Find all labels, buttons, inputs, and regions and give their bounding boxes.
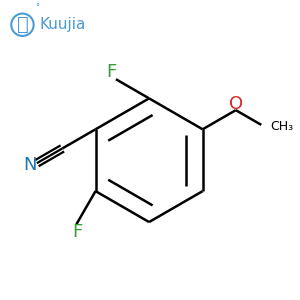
Text: F: F: [73, 223, 83, 241]
Text: Kuujia: Kuujia: [40, 17, 86, 32]
Text: CH₃: CH₃: [270, 120, 293, 133]
Text: F: F: [106, 63, 117, 81]
Text: O: O: [229, 95, 243, 113]
Text: N: N: [23, 156, 36, 174]
Text: Ⓚ: Ⓚ: [16, 15, 28, 34]
Text: °: °: [35, 3, 39, 12]
